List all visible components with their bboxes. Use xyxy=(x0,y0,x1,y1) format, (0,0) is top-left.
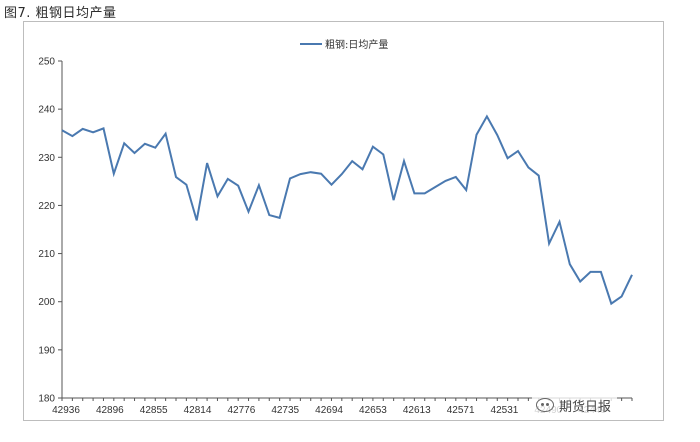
x-tick-label: 42531 xyxy=(491,405,519,416)
x-tick-label: 42694 xyxy=(315,405,343,416)
y-tick-label: 180 xyxy=(38,394,55,405)
y-tick-label: 190 xyxy=(38,345,55,356)
x-tick-label: 42653 xyxy=(359,405,387,416)
watermark-text: 期货日报 xyxy=(559,399,612,415)
y-axis-ticks: 180 190 200 210 220 230 240 250 xyxy=(38,57,62,405)
x-tick-label: 42776 xyxy=(227,405,255,416)
y-tick-label: 220 xyxy=(38,201,55,212)
x-tick-label: 42735 xyxy=(271,405,299,416)
x-tick-label: 42855 xyxy=(140,405,168,416)
x-tick-label: 42936 xyxy=(52,405,80,416)
y-tick-label: 250 xyxy=(38,57,55,68)
x-tick-label: 42613 xyxy=(403,405,431,416)
wechat-icon xyxy=(536,398,554,412)
watermark: 期货日报 xyxy=(532,393,618,417)
legend-label: 粗钢:日均产量 xyxy=(325,38,388,51)
y-tick-label: 210 xyxy=(38,249,55,260)
x-axis-ticks: 42936 42896 42855 42814 42776 42735 42694 42653… xyxy=(52,398,633,416)
series-line xyxy=(61,114,633,306)
figure-title: 图7. 粗钢日均产量 xyxy=(4,6,117,21)
chart-frame xyxy=(23,21,664,421)
y-tick-label: 230 xyxy=(38,153,55,164)
legend: 粗钢:日均产量 xyxy=(300,38,388,51)
y-tick-label: 200 xyxy=(38,297,55,308)
x-tick-label: 42571 xyxy=(447,405,475,416)
x-tick-label: 42814 xyxy=(184,405,212,416)
x-tick-label: 42896 xyxy=(96,405,124,416)
y-tick-label: 240 xyxy=(38,105,55,116)
